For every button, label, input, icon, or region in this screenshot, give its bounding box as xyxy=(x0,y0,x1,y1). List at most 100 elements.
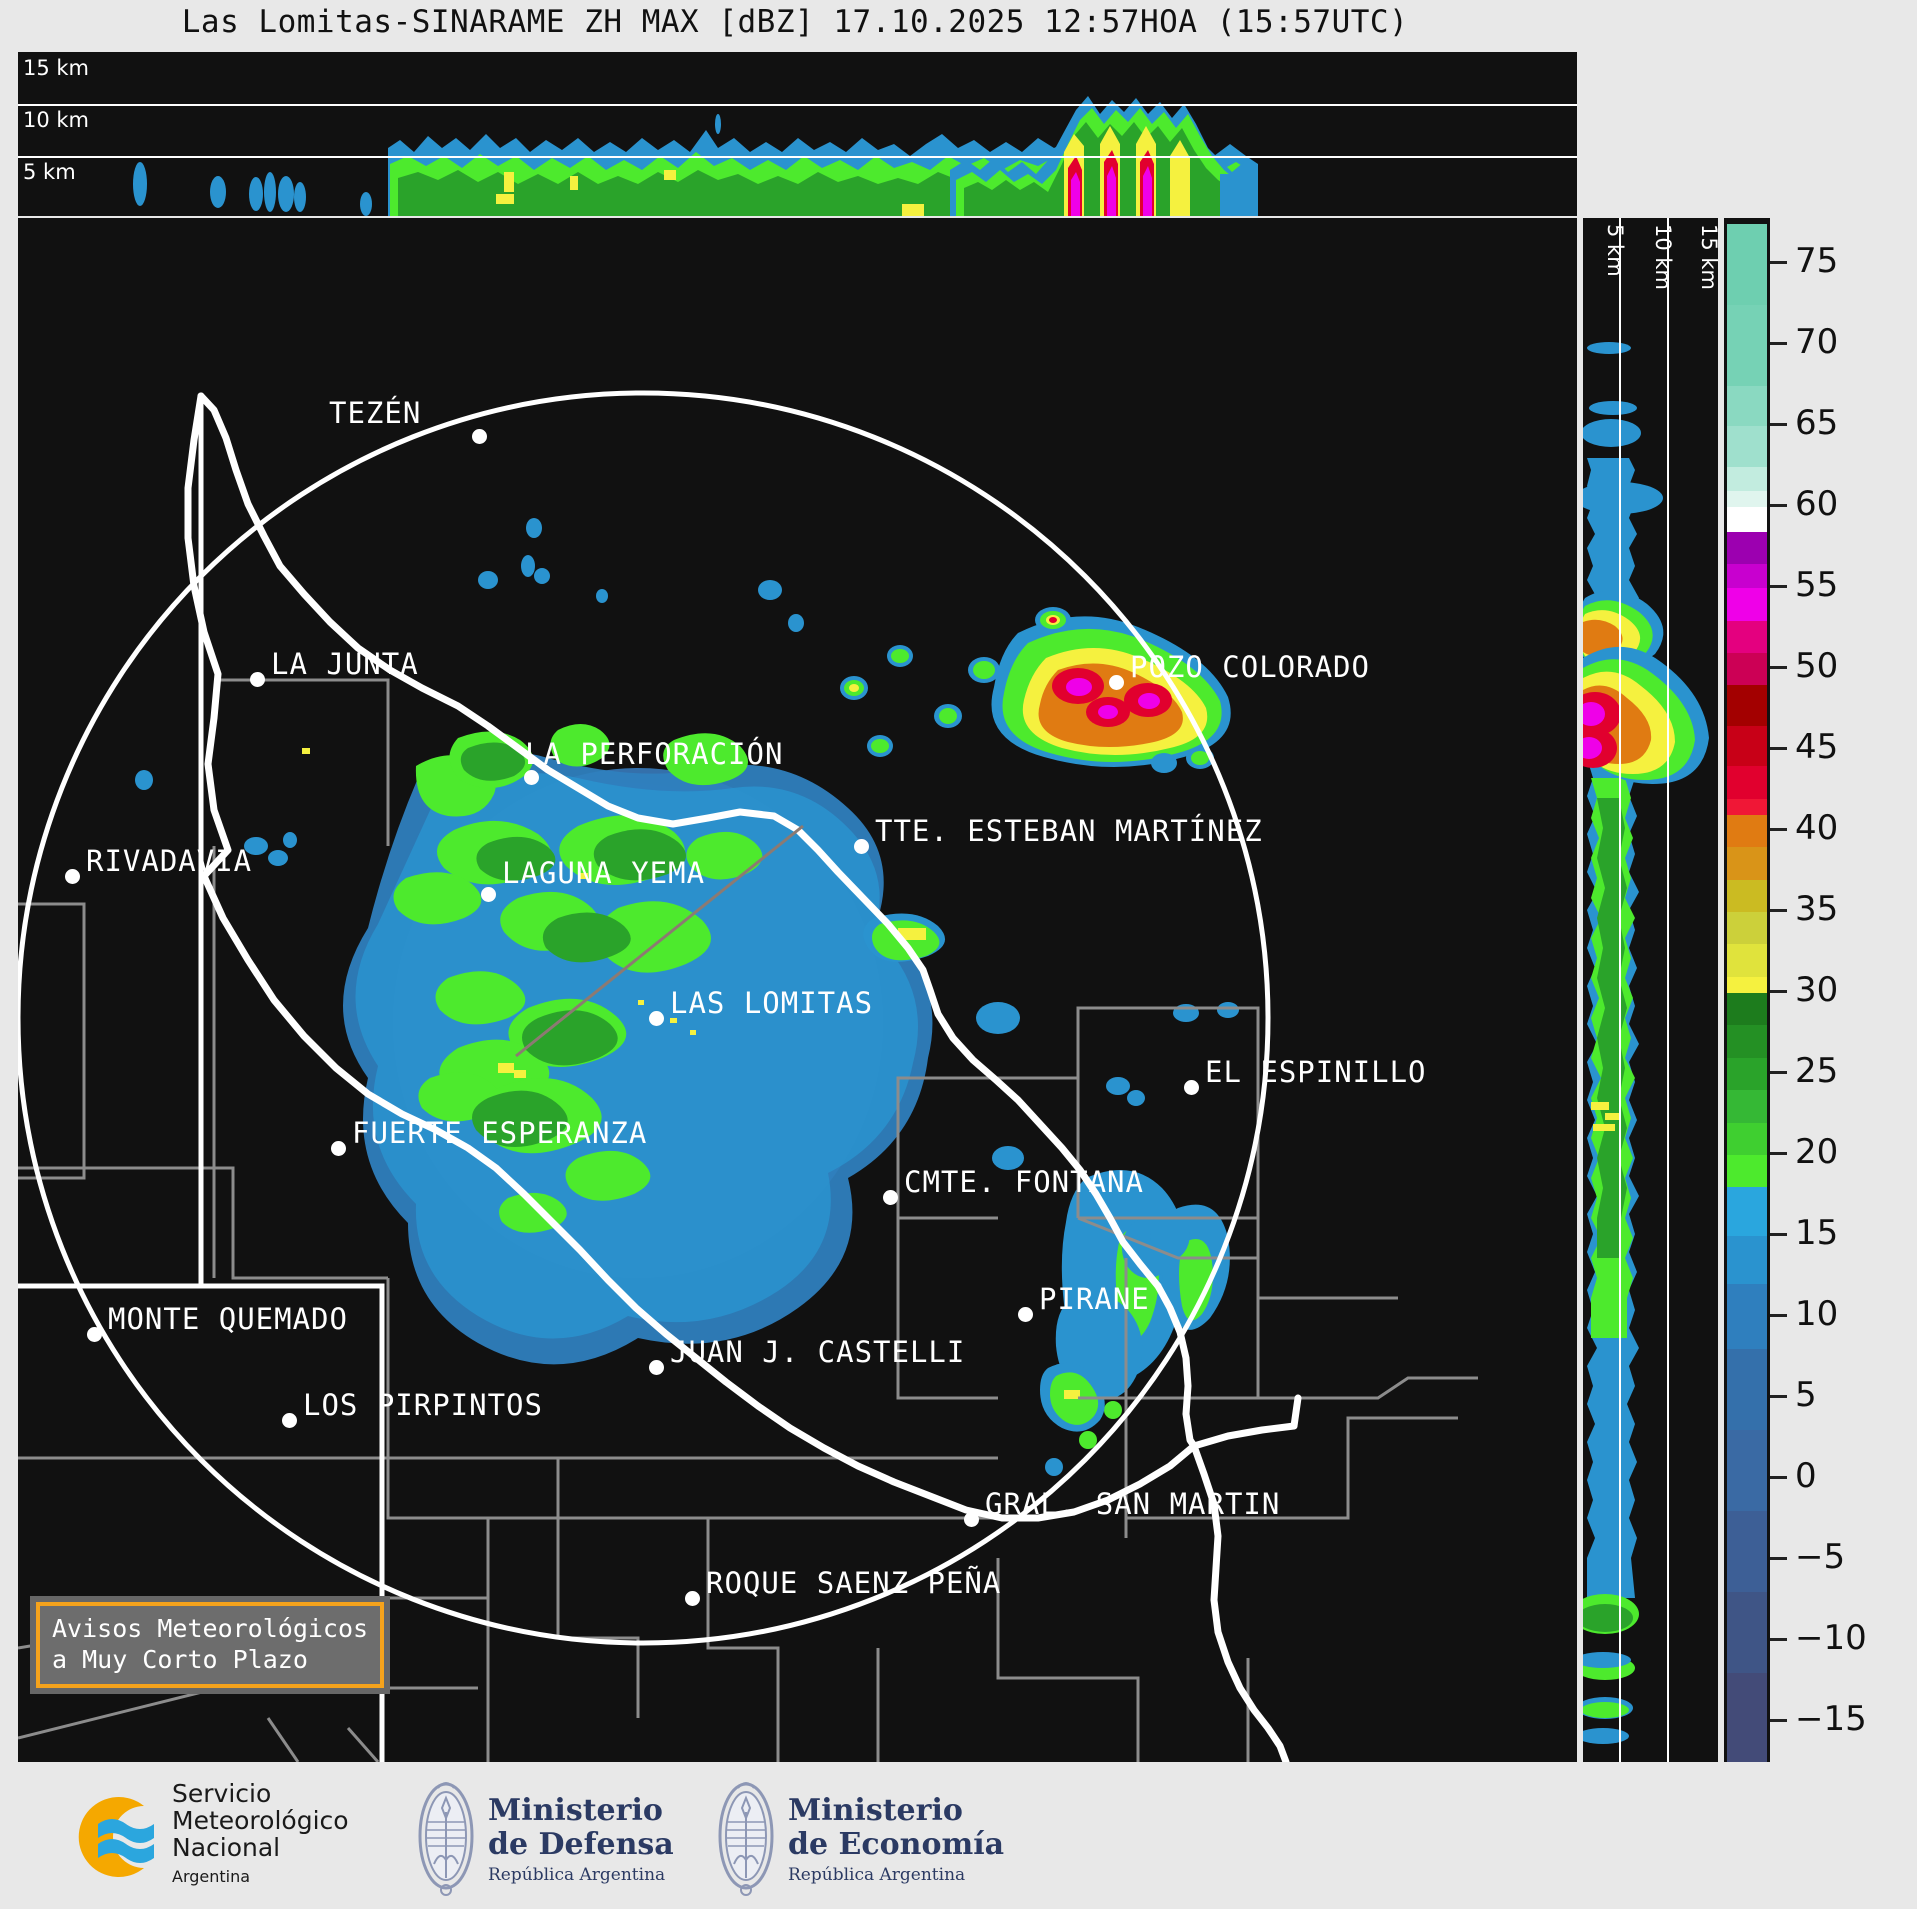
colorbar-segment xyxy=(1727,847,1767,880)
colorbar-segment xyxy=(1727,766,1767,799)
colorbar-tick-label: 75 xyxy=(1795,241,1839,282)
warning-legend-box[interactable]: Avisos Meteorológicos a Muy Corto Plazo xyxy=(30,1596,391,1694)
city-dot xyxy=(250,672,265,687)
city-dot xyxy=(282,1413,297,1428)
colorbar-segment xyxy=(1727,1284,1767,1350)
colorbar-tick xyxy=(1770,1637,1787,1641)
colorbar-segment xyxy=(1727,491,1767,508)
colorbar-segment xyxy=(1727,224,1767,305)
colorbar-tick-label: 30 xyxy=(1795,970,1839,1010)
colorbar-tick-label: 65 xyxy=(1795,403,1839,444)
colorbar-tick-label: 25 xyxy=(1795,1050,1839,1091)
colorbar-segment xyxy=(1727,563,1767,589)
radar-map-graphics xyxy=(18,390,1478,1762)
colorbar-segment xyxy=(1727,304,1767,386)
city-dot xyxy=(481,887,496,902)
city-dot xyxy=(472,429,487,444)
city-dot xyxy=(685,1591,700,1606)
range-label-10km: 10 km xyxy=(1651,224,1675,291)
economia-line2: de Economía xyxy=(788,1827,1005,1862)
city-dot xyxy=(964,1512,979,1527)
smn-line1: Servicio xyxy=(172,1779,272,1808)
city-dot xyxy=(1109,675,1124,690)
city-dot xyxy=(65,869,80,884)
colorbar-tick xyxy=(1770,423,1787,427)
height-label-5km: 5 km xyxy=(23,160,76,184)
city-label: EL ESPINILLO xyxy=(1205,1055,1427,1089)
economia-line3: República Argentina xyxy=(788,1865,966,1885)
colorbar-segment xyxy=(1727,912,1767,945)
city-dot xyxy=(87,1327,102,1342)
city-label: LAGUNA YEMA xyxy=(502,856,706,890)
colorbar-segment xyxy=(1727,426,1767,467)
colorbar-tick xyxy=(1770,504,1787,508)
colorbar-tick-label: 40 xyxy=(1795,808,1839,849)
city-label: RIVADAVIA xyxy=(86,844,253,878)
economia-logo-text: Ministerio de Economía República Argenti… xyxy=(788,1794,1005,1886)
colorbar-tick xyxy=(1770,585,1787,589)
right-cross-section-echo xyxy=(1583,342,1709,1744)
city-dot xyxy=(524,770,539,785)
city-dot xyxy=(649,1360,664,1375)
defensa-line2: de Defensa xyxy=(488,1827,674,1862)
height-label-15km: 15 km xyxy=(23,56,90,80)
dbz-colorbar xyxy=(1724,218,1770,1762)
colorbar-segment xyxy=(1727,653,1767,686)
colorbar-segment xyxy=(1727,814,1767,848)
colorbar-tick-label: 35 xyxy=(1795,889,1839,930)
city-dot xyxy=(854,839,869,854)
colorbar-tick xyxy=(1770,1070,1787,1074)
range-gridline-10km xyxy=(1667,218,1669,1762)
colorbar-tick xyxy=(1770,1556,1787,1560)
city-label: LAS LOMITAS xyxy=(670,986,874,1020)
colorbar-tick xyxy=(1770,909,1787,913)
city-label: POZO COLORADO xyxy=(1130,650,1370,684)
height-gridline-10km xyxy=(18,104,1577,106)
top-cross-section-panel: 15 km 10 km 5 km xyxy=(18,52,1577,216)
colorbar-tick-label: −15 xyxy=(1795,1698,1867,1739)
warning-legend-line1: Avisos Meteorológicos xyxy=(52,1614,369,1643)
colorbar-segment xyxy=(1727,1430,1767,1512)
colorbar-segment xyxy=(1727,1235,1767,1285)
colorbar-segment xyxy=(1727,1672,1767,1762)
range-label-15km: 15 km xyxy=(1697,224,1718,291)
colorbar-tick xyxy=(1770,990,1787,993)
colorbar-tick xyxy=(1770,1151,1787,1155)
city-label: ROQUE SAENZ PEÑA xyxy=(706,1566,1002,1600)
colorbar-tick-label: 0 xyxy=(1795,1455,1817,1496)
defensa-line1: Ministerio xyxy=(488,1793,663,1828)
colorbar-tick-label: 70 xyxy=(1795,322,1839,363)
colorbar-segment xyxy=(1727,1122,1767,1155)
colorbar-tick xyxy=(1770,747,1787,751)
colorbar-segment xyxy=(1727,1511,1767,1592)
defensa-logo xyxy=(414,1772,478,1906)
city-dot xyxy=(883,1190,898,1205)
city-label: GRAL. SAN MARTIN xyxy=(985,1487,1281,1521)
colorbar-segment xyxy=(1727,1592,1767,1673)
economia-logo xyxy=(714,1772,778,1906)
city-label: TEZÉN xyxy=(329,396,422,430)
range-gridline-5km xyxy=(1619,218,1621,1762)
radar-range-ring xyxy=(18,390,1271,1646)
colorbar-segment xyxy=(1727,1025,1767,1058)
colorbar-tick xyxy=(1770,1313,1787,1317)
warning-legend-line2: a Muy Corto Plazo xyxy=(52,1645,308,1674)
colorbar-tick-label: 10 xyxy=(1795,1293,1839,1334)
smn-line4: Argentina xyxy=(172,1867,251,1886)
radar-map-panel[interactable]: TEZÉN LA JUNTA RIVADAVIA LA PERFORACIÓN … xyxy=(18,218,1577,1762)
colorbar-tick xyxy=(1770,1232,1787,1236)
colorbar-segment xyxy=(1727,685,1767,726)
colorbar-tick xyxy=(1770,261,1787,265)
city-label: FUERTE ESPERANZA xyxy=(352,1116,648,1150)
colorbar-segment xyxy=(1727,588,1767,621)
city-label: CMTE. FONTANA xyxy=(904,1165,1144,1199)
colorbar-segment xyxy=(1727,385,1767,427)
logo-bar: Servicio Meteorológico Nacional Argentin… xyxy=(0,1772,1917,1909)
height-label-10km: 10 km xyxy=(23,108,90,132)
argentina-shield-icon xyxy=(718,1782,774,1896)
city-label: JUAN J. CASTELLI xyxy=(670,1335,966,1369)
colorbar-tick xyxy=(1770,666,1787,670)
colorbar-segment xyxy=(1727,1154,1767,1188)
warning-legend-inner: Avisos Meteorológicos a Muy Corto Plazo xyxy=(36,1602,385,1688)
city-label: TTE. ESTEBAN MARTÍNEZ xyxy=(875,814,1263,848)
